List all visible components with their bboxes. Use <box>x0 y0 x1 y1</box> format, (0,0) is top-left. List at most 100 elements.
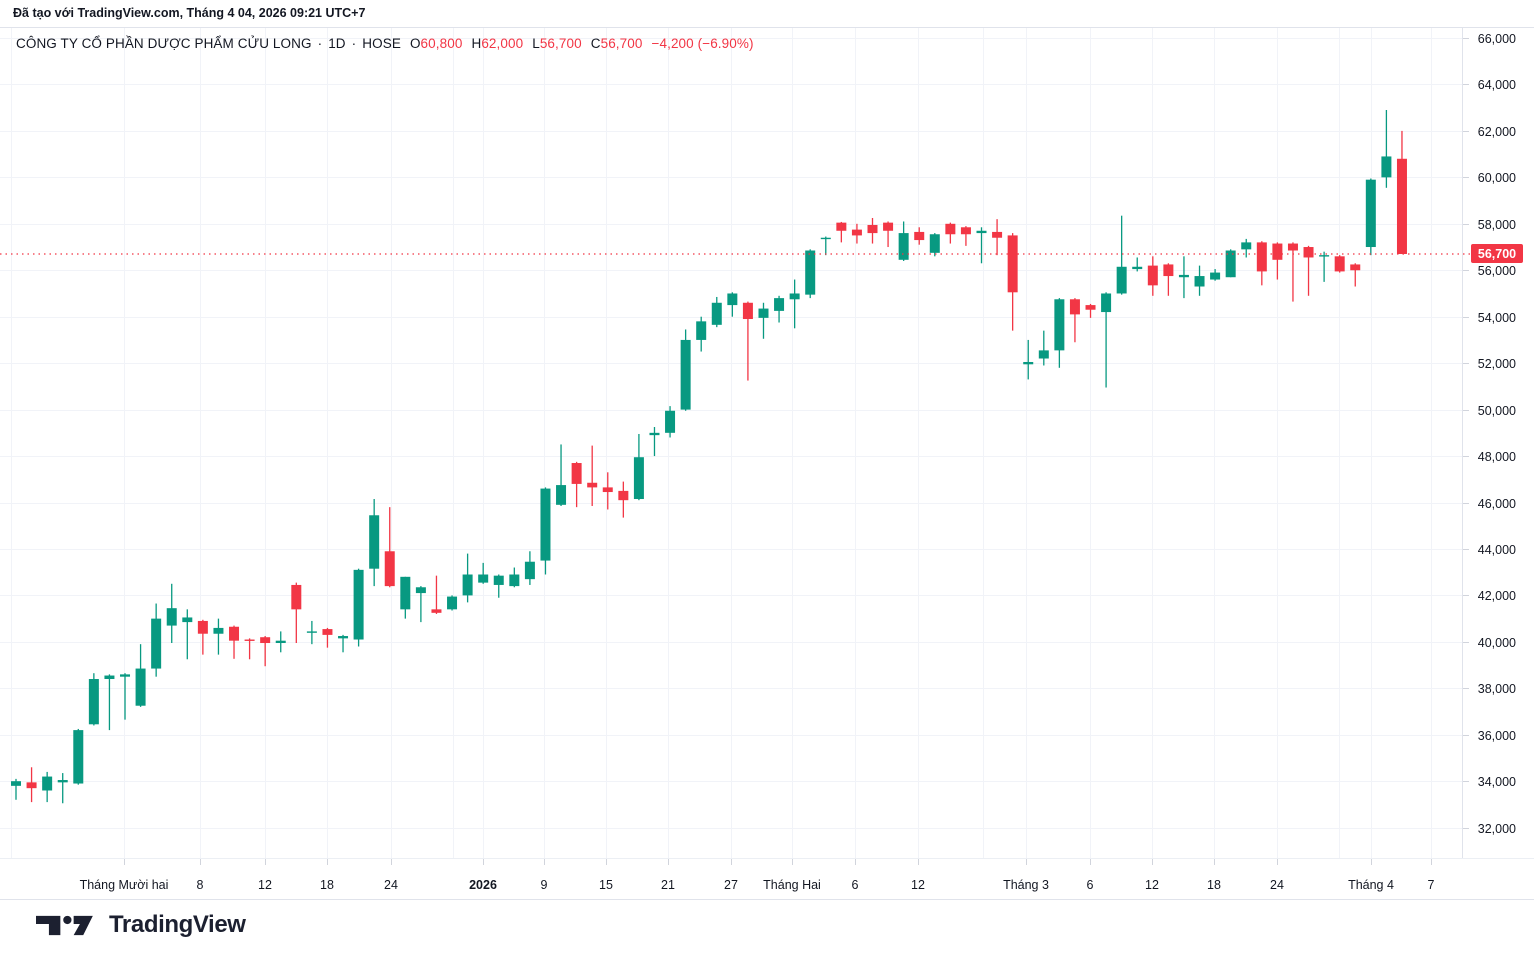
candle-wick <box>887 221 889 248</box>
candle-body <box>104 675 115 680</box>
candle-wick <box>420 586 422 623</box>
candle-wick <box>1323 251 1325 282</box>
candle-wick <box>264 636 266 667</box>
y-axis-label: 62,000 <box>1478 125 1516 139</box>
y-axis-label: 44,000 <box>1478 543 1516 557</box>
change-label: −4,200 (−6.90%) <box>651 36 754 51</box>
candle-wick <box>591 445 593 506</box>
candle-wick <box>342 634 344 653</box>
candle-body <box>11 781 21 786</box>
candle-body <box>415 587 426 594</box>
x-axis-label: 24 <box>384 878 398 892</box>
candle-body <box>1256 242 1267 272</box>
candle-wick <box>248 638 251 660</box>
interval-label[interactable]: 1D <box>328 36 346 51</box>
candle-body <box>306 631 317 633</box>
ohlc-open: O60,800 <box>409 36 463 51</box>
candle-body <box>1287 243 1298 251</box>
x-axis-label: 18 <box>320 878 334 892</box>
y-axis-label: 32,000 <box>1478 822 1516 836</box>
candle-wick <box>62 773 64 804</box>
y-axis-label: 42,000 <box>1478 589 1516 603</box>
candle-body <box>727 293 738 306</box>
x-axis-label: Tháng 3 <box>1003 878 1049 892</box>
candle-wick <box>1167 263 1170 296</box>
candle-body <box>540 488 551 561</box>
candle-body <box>1241 242 1252 250</box>
candle-body <box>353 569 364 640</box>
candle-body <box>166 608 177 626</box>
candle-wick <box>124 673 126 720</box>
x-axis-label: 6 <box>1087 878 1094 892</box>
last-price-tag: 56,700 <box>1471 244 1523 264</box>
legend-separator: · <box>351 36 357 51</box>
x-axis-label: Tháng Hai <box>763 878 821 892</box>
candle-body <box>618 490 629 501</box>
candle-body <box>400 576 411 610</box>
candle-wick <box>202 619 204 655</box>
candle-wick <box>793 279 796 329</box>
candle-wick <box>575 461 578 508</box>
candle-body <box>182 617 193 623</box>
candle-body <box>88 679 99 725</box>
candle-body <box>665 410 676 433</box>
candle-body <box>1163 264 1174 277</box>
y-axis-label: 56,000 <box>1478 264 1516 278</box>
x-axis-label: 6 <box>852 878 859 892</box>
candle-body <box>1210 272 1221 280</box>
candle-wick <box>1136 257 1138 272</box>
candle-body <box>945 223 956 235</box>
candle-wick <box>1354 263 1356 287</box>
x-axis-label: Tháng Mười hai <box>80 878 169 892</box>
x-axis-label: 21 <box>661 878 675 892</box>
y-axis-label: 34,000 <box>1478 775 1516 789</box>
x-axis-label: 24 <box>1270 878 1284 892</box>
candle-wick <box>1121 215 1123 295</box>
candle-wick <box>560 444 562 506</box>
y-axis-label: 38,000 <box>1478 682 1516 696</box>
x-axis-label: 9 <box>541 878 548 892</box>
candle-wick <box>1307 245 1310 296</box>
candle-wick <box>15 778 17 800</box>
candle-body <box>1381 156 1392 178</box>
tradingview-branding[interactable]: TradingView <box>36 911 246 939</box>
candle-body <box>898 233 909 260</box>
candle-body <box>244 639 255 641</box>
y-axis-label: 66,000 <box>1478 32 1516 46</box>
x-axis-label: 15 <box>599 878 613 892</box>
candle-wick <box>186 609 188 660</box>
x-axis-label: 8 <box>197 878 204 892</box>
legend-separator: · <box>317 36 323 51</box>
candle-body <box>1194 276 1205 287</box>
y-axis-label: 36,000 <box>1478 729 1516 743</box>
candle-body <box>976 230 987 234</box>
candle-body <box>914 231 925 241</box>
ohlc-high: H62,000 <box>471 36 524 51</box>
candle-wick <box>1292 242 1294 302</box>
x-axis-label: 12 <box>258 878 272 892</box>
exchange-label: HOSE <box>362 36 401 51</box>
candle-body <box>1178 274 1189 278</box>
candle-body <box>1350 264 1361 271</box>
ohlc-low: L56,700 <box>532 36 582 51</box>
candle-body <box>1007 235 1018 293</box>
candle-body <box>1396 158 1407 254</box>
candle-wick <box>108 674 111 731</box>
symbol-title[interactable]: CÔNG TY CỔ PHẦN DƯỢC PHẨM CỬU LONG <box>16 36 312 51</box>
candle-body <box>478 574 489 583</box>
candle-wick <box>1074 298 1076 343</box>
x-axis-label: 18 <box>1207 878 1221 892</box>
candle-body <box>275 640 286 644</box>
candle-body <box>883 222 894 231</box>
candle-wick <box>1276 242 1279 280</box>
candle-body <box>524 561 535 580</box>
candle-wick <box>980 227 983 264</box>
candle-body <box>369 515 380 569</box>
candle-body <box>774 298 785 311</box>
candle-body <box>680 339 691 410</box>
candle-body <box>929 234 940 253</box>
y-axis-label: 58,000 <box>1478 218 1516 232</box>
candle-body <box>602 487 613 493</box>
